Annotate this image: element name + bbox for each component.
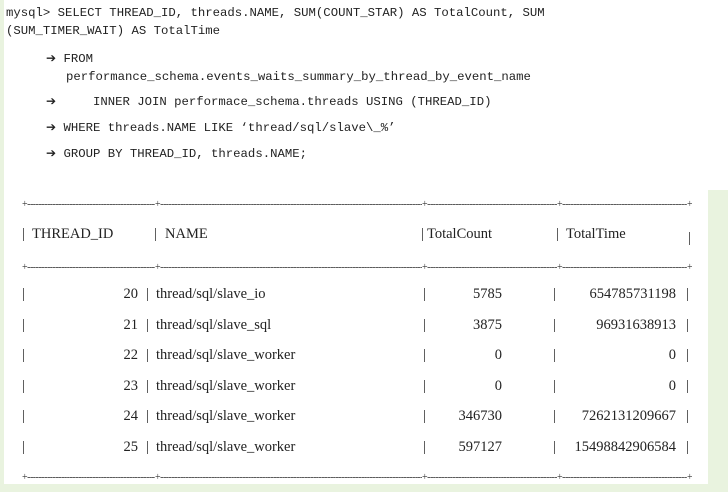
from-keyword: FROM [63, 52, 93, 66]
query-join: ➔ INNER JOIN performace_schema.threads U… [46, 94, 491, 109]
cell-thread-id: 25 [123, 438, 139, 455]
row-divider: | [22, 438, 25, 455]
query-group: ➔ GROUP BY THREAD_ID, threads.NAME; [46, 146, 307, 161]
query-line-2: (SUM_TIMER_WAIT) AS TotalTime [6, 24, 221, 38]
row-divider: | [146, 408, 149, 424]
table-border-segment: +---------------------------------------… [557, 199, 687, 210]
cell-totaltime: 7262131209667 [581, 408, 676, 424]
left-border [0, 0, 4, 492]
arrow-icon: ➔ [46, 94, 57, 108]
header-divider: | [688, 230, 691, 246]
table-border-segment: +---------------------------------------… [422, 262, 557, 273]
table-border-segment: +---------------------------------------… [155, 472, 422, 483]
cell-totaltime: 96931638913 [596, 316, 676, 333]
cell-totalcount: 597127 [458, 438, 503, 455]
row-divider: | [686, 316, 689, 333]
row-divider: | [423, 408, 426, 424]
row-divider: | [146, 316, 149, 333]
header-totaltime: TotalTime [566, 226, 626, 242]
row-divider: | [553, 408, 556, 424]
row-divider: | [22, 408, 25, 424]
row-divider: | [553, 438, 556, 455]
query-from-table: performance_schema.events_waits_summary_… [66, 70, 531, 84]
table-border: +---------------------------------------… [22, 472, 692, 484]
header-divider: | [556, 226, 559, 242]
row-divider: | [146, 286, 149, 302]
arrow-icon: ➔ [46, 120, 57, 134]
row-divider: | [686, 286, 689, 302]
join-text: INNER JOIN performace_schema.threads USI… [70, 95, 492, 109]
cell-totaltime: 0 [668, 377, 676, 394]
right-border [708, 190, 728, 492]
header-divider: | [22, 226, 25, 242]
row-divider: | [22, 347, 25, 363]
cell-thread-id: 23 [123, 377, 139, 394]
row-divider: | [146, 347, 149, 363]
arrow-icon: ➔ [46, 146, 57, 160]
cell-thread-id: 24 [123, 408, 139, 424]
cell-name: thread/sql/slave_io [156, 286, 266, 302]
row-divider: | [423, 377, 426, 394]
table-border-segment: +---------------------------------------… [422, 199, 557, 210]
row-divider: | [22, 286, 25, 302]
query-line-1: mysql> SELECT THREAD_ID, threads.NAME, S… [6, 6, 545, 20]
row-divider: | [553, 347, 556, 363]
cell-name: thread/sql/slave_worker [156, 408, 296, 424]
header-divider: | [154, 226, 157, 242]
table-border-corner: + [687, 199, 693, 210]
table-border-segment: +---------------------------------------… [422, 472, 557, 483]
table-border: +---------------------------------------… [22, 262, 692, 274]
table-border-segment: +---------------------------------------… [557, 472, 687, 483]
cell-name: thread/sql/slave_sql [156, 316, 272, 333]
cell-totaltime: 654785731198 [589, 286, 676, 302]
row-divider: | [423, 316, 426, 333]
row-divider: | [686, 347, 689, 363]
row-divider: | [686, 377, 689, 394]
row-divider: | [146, 377, 149, 394]
header-thread-id: THREAD_ID [32, 226, 114, 242]
table-border-segment: +---------------------------------------… [22, 472, 155, 483]
arrow-icon: ➔ [46, 51, 57, 65]
cell-name: thread/sql/slave_worker [156, 347, 296, 363]
row-divider: | [22, 377, 25, 394]
row-divider: | [686, 438, 689, 455]
row-divider: | [423, 438, 426, 455]
cell-totalcount: 3875 [473, 316, 502, 333]
table-border-corner: + [687, 472, 693, 483]
table-border-segment: +---------------------------------------… [155, 199, 422, 210]
row-divider: | [553, 316, 556, 333]
cell-totaltime: 0 [668, 347, 676, 363]
header-divider: | [421, 226, 424, 242]
query-where: ➔ WHERE threads.NAME LIKE ‘thread/sql/sl… [46, 120, 396, 135]
header-totalcount: TotalCount [427, 226, 493, 242]
cell-totalcount: 0 [494, 347, 502, 363]
cell-name: thread/sql/slave_worker [156, 377, 296, 394]
cell-totalcount: 5785 [473, 286, 502, 302]
row-divider: | [146, 438, 149, 455]
query-from: ➔ FROM [46, 51, 93, 66]
row-divider: | [22, 316, 25, 333]
row-divider: | [553, 286, 556, 302]
table-border-corner: + [687, 262, 693, 273]
row-divider: | [553, 377, 556, 394]
cell-totalcount: 0 [494, 377, 502, 394]
cell-totaltime: 15498842906584 [574, 438, 677, 455]
row-divider: | [686, 408, 689, 424]
header-name: NAME [165, 226, 208, 242]
bottom-border [0, 484, 728, 492]
group-text: GROUP BY THREAD_ID, threads.NAME; [63, 147, 307, 161]
table-border: +---------------------------------------… [22, 199, 692, 211]
cell-thread-id: 21 [123, 316, 139, 333]
cell-name: thread/sql/slave_worker [156, 438, 296, 455]
cell-thread-id: 22 [123, 347, 139, 363]
cell-thread-id: 20 [123, 286, 139, 302]
table-border-segment: +---------------------------------------… [22, 199, 155, 210]
where-text: WHERE threads.NAME LIKE ‘thread/sql/slav… [63, 121, 396, 135]
row-divider: | [423, 286, 426, 302]
row-divider: | [423, 347, 426, 363]
cell-totalcount: 346730 [458, 408, 503, 424]
table-border-segment: +---------------------------------------… [155, 262, 422, 273]
table-border-segment: +---------------------------------------… [557, 262, 687, 273]
table-border-segment: +---------------------------------------… [22, 262, 155, 273]
